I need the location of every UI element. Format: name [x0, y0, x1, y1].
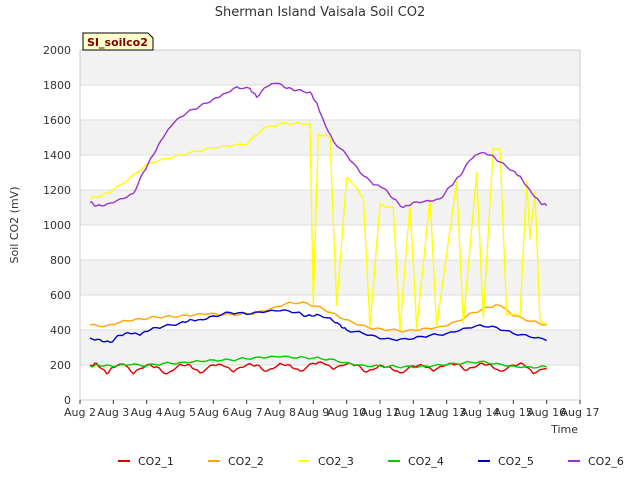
legend-label: CO2_3 [318, 455, 354, 468]
y-tick-label: 1400 [43, 149, 71, 162]
x-tick-label: Aug 11 [361, 406, 400, 419]
x-tick-label: Aug 3 [97, 406, 129, 419]
y-tick-label: 200 [50, 359, 71, 372]
series-line-co2_1 [89, 361, 547, 375]
x-tick-label: Aug 7 [231, 406, 263, 419]
x-tick-label: Aug 5 [164, 406, 196, 419]
grid-band [80, 225, 580, 260]
grid-band [80, 50, 580, 85]
y-tick-label: 0 [64, 394, 71, 407]
y-axis-label: Soil CO2 (mV) [8, 187, 21, 264]
grid-band [80, 155, 580, 190]
series-line-co2_4 [89, 355, 547, 369]
plot-frame [79, 49, 581, 401]
y-tick-label: 1800 [43, 79, 71, 92]
legend-label: CO2_2 [228, 455, 264, 468]
legend-label: CO2_6 [588, 455, 624, 468]
series-line-co2_5 [89, 309, 547, 343]
x-tick-label: Aug 15 [494, 406, 533, 419]
grid-band [80, 85, 580, 120]
grid-band [80, 190, 580, 225]
y-tick-label: 1200 [43, 184, 71, 197]
series-line-co2_6 [89, 82, 548, 209]
chart-title: Sherman Island Vaisala Soil CO2 [215, 5, 425, 20]
series-line-co2_2 [89, 301, 547, 333]
y-tick-label: 2000 [43, 44, 71, 57]
x-tick-label: Aug 9 [297, 406, 329, 419]
grid-band [80, 330, 580, 365]
legend: CO2_1 CO2_2 CO2_3 CO2_4 CO2_5 CO2_6 [118, 455, 624, 468]
grid-band [80, 365, 580, 400]
x-axis-ticks: Aug 2 Aug 3 Aug 4 Aug 5 Aug 6 Aug 7 Aug 8 Aug 9… [64, 400, 599, 419]
x-tick-label: Aug 16 [527, 406, 566, 419]
legend-label: CO2_5 [498, 455, 534, 468]
x-tick-label: Aug 12 [394, 406, 433, 419]
x-tick-label: Aug 6 [197, 406, 229, 419]
series-layer [89, 82, 548, 375]
grid-band [80, 260, 580, 295]
y-axis-ticks: 0 200 400 600 800 1000 1200 1400 1600 1800 2000 [43, 44, 71, 407]
site-label-box: SI_soilco2 [82, 32, 154, 51]
y-tick-label: 1600 [43, 114, 71, 127]
x-tick-label: Aug 13 [427, 406, 466, 419]
series-line-co2_3 [89, 121, 547, 331]
x-tick-label: Aug 10 [327, 406, 366, 419]
x-tick-label: Aug 4 [131, 406, 163, 419]
y-tick-label: 800 [50, 254, 71, 267]
legend-label: CO2_1 [138, 455, 174, 468]
legend-label: CO2_4 [408, 455, 444, 468]
x-axis-label: Time [550, 423, 578, 436]
x-tick-label: Aug 8 [264, 406, 296, 419]
y-tick-label: 1000 [43, 219, 71, 232]
y-tick-label: 400 [50, 324, 71, 337]
site-label: SI_soilco2 [87, 36, 148, 49]
x-tick-label: Aug 2 [64, 406, 96, 419]
x-tick-label: Aug 17 [561, 406, 600, 419]
x-tick-label: Aug 14 [461, 406, 500, 419]
y-tick-label: 600 [50, 289, 71, 302]
